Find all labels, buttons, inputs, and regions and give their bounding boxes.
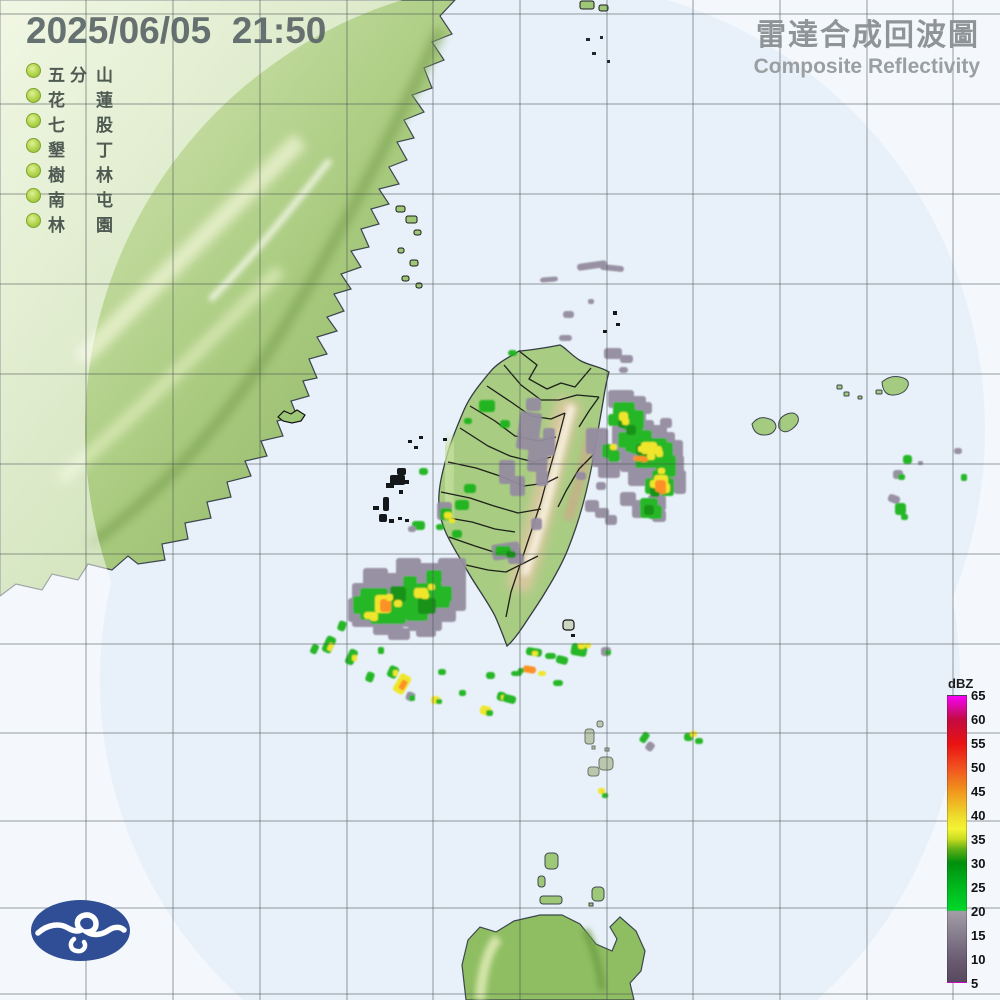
radar-station-list: 五分山花蓮七股墾丁樹林南屯林園 [26,60,126,235]
station-row: 花蓮 [26,85,126,110]
station-dot-icon [26,163,41,178]
title-chinese: 雷達合成回波圖 [756,19,980,52]
station-dot-icon [26,188,41,203]
station-row: 五分山 [26,60,126,85]
station-row: 樹林 [26,160,126,185]
title-english: Composite Reflectivity [753,55,980,78]
station-dot-icon [26,88,41,103]
station-row: 七股 [26,110,126,135]
station-row: 南屯 [26,185,126,210]
station-dot-icon [26,63,41,78]
station-dot-icon [26,113,41,128]
station-row: 林園 [26,210,126,235]
logo-cloud-swirl [35,912,127,938]
station-dot-icon [26,138,41,153]
timestamp: 2025/06/05 21:50 [26,10,327,51]
cwb-logo [31,900,130,961]
map-title: 雷達合成回波圖 Composite Reflectivity [754,10,980,79]
station-row: 墾丁 [26,135,126,160]
station-dot-icon [26,213,41,228]
